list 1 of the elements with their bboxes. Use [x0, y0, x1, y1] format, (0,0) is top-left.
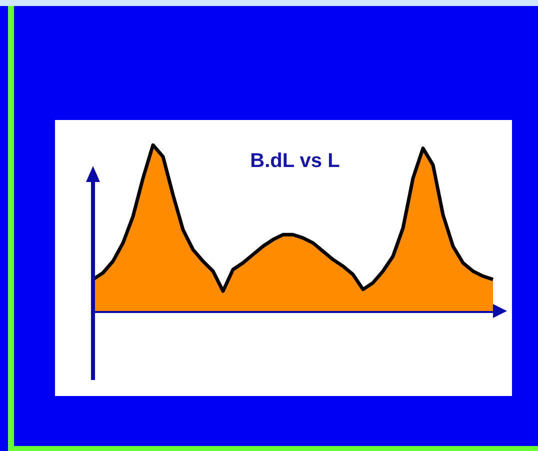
chart-title: B.dL vs L: [250, 150, 340, 172]
